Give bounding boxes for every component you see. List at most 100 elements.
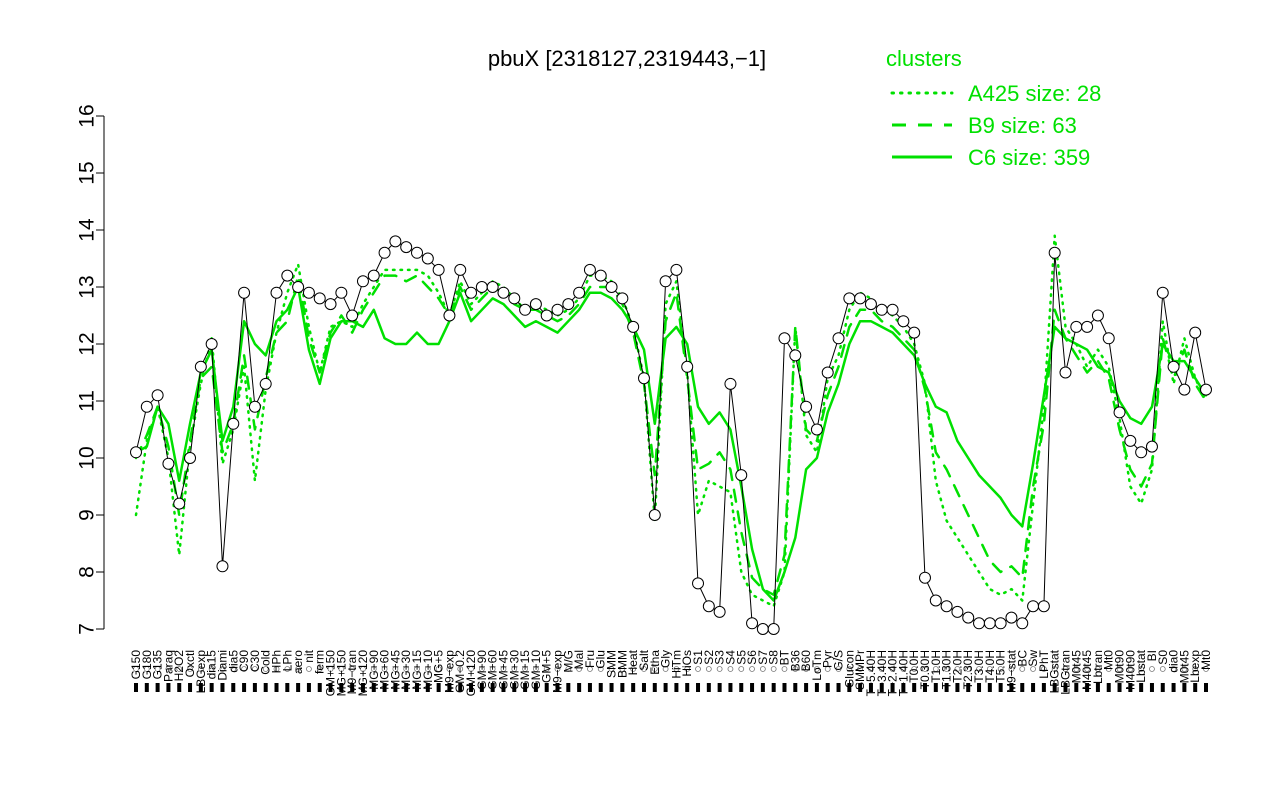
x-tick-label: HPh	[270, 650, 284, 673]
x-tick-label: T1.30H	[940, 650, 954, 689]
x-tick-label: MG+10	[421, 650, 435, 690]
x-tick-dot	[154, 666, 161, 672]
data-point	[1135, 446, 1148, 459]
data-point	[605, 281, 618, 293]
x-tick-dot	[792, 666, 799, 672]
x-tick-label: GM+15	[518, 650, 532, 690]
data-point	[789, 349, 802, 362]
x-tick-label: LBGstat	[1048, 649, 1062, 693]
x-tick-label: GM+10	[529, 650, 543, 690]
x-rug-mark	[609, 683, 614, 692]
data-point	[194, 360, 207, 373]
data-point	[973, 617, 986, 630]
x-tick-dot	[381, 666, 388, 672]
x-tick-dot	[587, 666, 593, 672]
x-tick-label: nit	[302, 649, 316, 662]
x-rug-mark	[566, 683, 571, 692]
x-rug-mark	[620, 683, 625, 692]
data-point	[1200, 383, 1212, 396]
x-tick-dot	[576, 666, 583, 672]
x-tick-dot	[662, 666, 669, 672]
x-tick-label: LBGtran	[1058, 650, 1072, 695]
x-rug-mark	[696, 683, 701, 692]
x-rug-mark	[296, 683, 301, 692]
x-rug-mark	[641, 683, 646, 692]
x-rug-mark	[252, 683, 257, 692]
x-rug-mark	[706, 683, 711, 692]
x-tick-dot	[219, 666, 226, 672]
x-tick-label: MG+60	[378, 650, 392, 690]
data-point	[238, 286, 251, 299]
x-tick-dot	[424, 666, 431, 672]
data-point	[616, 292, 629, 305]
x-tick-dot	[922, 666, 928, 672]
x-rug-mark	[1020, 683, 1025, 692]
data-point	[1070, 320, 1083, 333]
data-point	[1156, 286, 1169, 299]
x-tick-dot	[1030, 666, 1036, 672]
x-tick-label: Mal	[572, 650, 586, 669]
x-tick-label: GM+45	[496, 650, 510, 690]
x-tick-label: HiOs	[680, 650, 694, 677]
x-tick-label: GM+120	[464, 650, 478, 697]
x-rug-mark	[1204, 683, 1208, 692]
data-point	[756, 623, 769, 635]
y-axis: 7 8 9 10 11 12 13 14 15 16	[76, 104, 105, 635]
x-tick-dot	[1062, 666, 1069, 672]
x-tick-label: Oxctl	[183, 650, 197, 677]
x-rug-mark	[285, 683, 290, 692]
x-tick-label: M/G	[561, 650, 575, 673]
data-point	[1178, 383, 1191, 396]
x-tick-dot	[846, 666, 853, 672]
x-tick-label: Salt	[637, 649, 651, 670]
x-tick-dot	[446, 666, 453, 672]
x-tick-dot	[878, 666, 885, 672]
y-tick-label: 11	[76, 390, 99, 412]
x-rug-mark	[458, 683, 463, 692]
data-point	[248, 400, 261, 413]
x-rug-mark	[1095, 683, 1100, 692]
x-tick-dot	[1170, 666, 1177, 672]
x-tick-dot	[316, 666, 323, 672]
x-tick-label: Glu	[594, 650, 608, 669]
data-point	[1113, 406, 1126, 419]
x-rug-mark	[555, 683, 560, 692]
x-tick-dot	[522, 666, 528, 672]
data-point	[897, 315, 910, 328]
x-tick-dot	[241, 666, 247, 672]
x-tick-label: MG+90	[367, 650, 381, 690]
x-tick-dot	[857, 666, 864, 672]
x-tick-label: Lbstat	[1134, 649, 1148, 682]
x-rug-mark	[793, 683, 798, 692]
x-rug-mark	[393, 683, 398, 692]
x-tick-label: S1	[691, 650, 705, 665]
data-point	[864, 298, 877, 311]
data-point	[681, 360, 694, 373]
data-point	[918, 571, 931, 584]
x-tick-dot	[338, 666, 345, 672]
x-rug-mark	[966, 683, 971, 692]
data-point	[648, 509, 661, 521]
x-tick-label: Paraq	[161, 650, 175, 682]
x-rug-mark	[144, 683, 149, 692]
x-rug-mark	[263, 683, 268, 692]
x-tick-label: S0	[1156, 650, 1170, 665]
data-point	[670, 263, 683, 276]
x-rug-mark	[977, 683, 982, 692]
x-tick-dot	[143, 666, 150, 672]
x-tick-label: T−5.40H	[864, 650, 878, 696]
x-tick-dot	[435, 666, 442, 672]
data-point	[313, 292, 326, 305]
x-tick-label: T0.0H	[907, 650, 921, 683]
data-point	[540, 309, 553, 322]
x-rug-mark	[166, 683, 171, 692]
data-point	[637, 372, 650, 385]
x-tick-dot	[532, 666, 539, 672]
x-rug-mark	[425, 683, 430, 692]
data-point	[886, 303, 899, 316]
legend-label-b9: B9 size: 63	[968, 113, 1077, 138]
x-tick-dot	[1040, 666, 1047, 672]
data-point	[724, 377, 737, 390]
x-rug-mark	[717, 683, 722, 692]
x-tick-dot	[284, 666, 291, 672]
